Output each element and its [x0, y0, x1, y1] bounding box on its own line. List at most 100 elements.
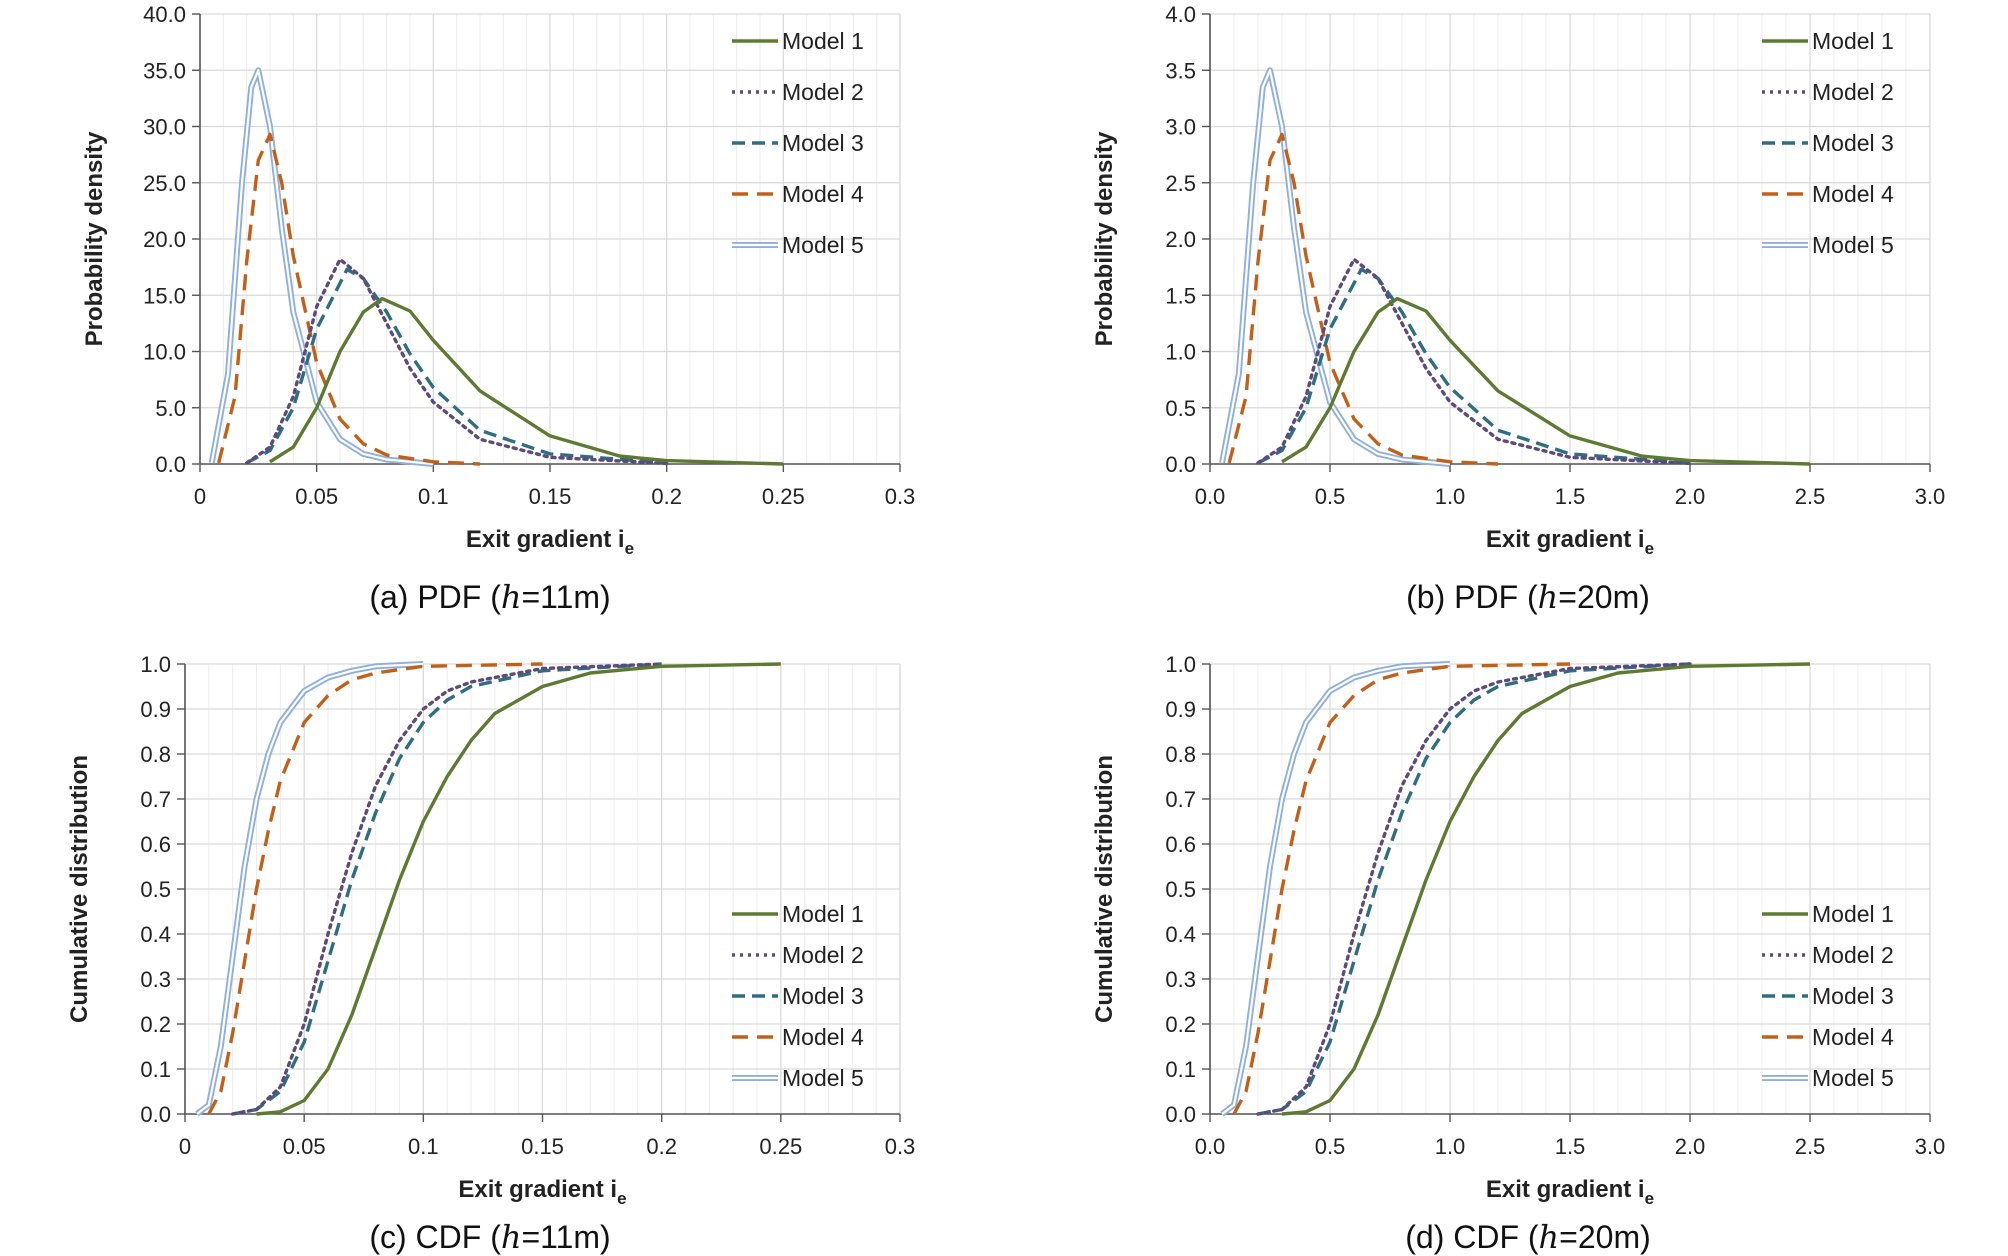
- x-axis-title: Exit gradient ie: [458, 1176, 626, 1208]
- subplot-caption: (a) PDF (h=11m): [369, 578, 610, 616]
- series-line-model-1: [269, 296, 784, 466]
- legend-label: Model 5: [1812, 1065, 1894, 1091]
- y-tick-label: 0.8: [140, 742, 171, 767]
- y-tick-label: 15.0: [143, 283, 186, 308]
- x-tick-label: 3.0: [1915, 1134, 1946, 1159]
- caption-suffix: =11m): [521, 1219, 610, 1255]
- x-tick-label: 2.0: [1675, 484, 1706, 509]
- x-tick-label: 0.25: [762, 484, 805, 509]
- legend-label: Model 5: [1812, 232, 1894, 258]
- y-tick-label: 20.0: [143, 227, 186, 252]
- legend-label: Model 2: [782, 79, 864, 105]
- x-tick-label: 0.2: [646, 1134, 677, 1159]
- series-line-inner: [210, 69, 434, 466]
- caption-prefix: (a) PDF (: [369, 579, 501, 615]
- y-tick-label: 0.2: [140, 1012, 171, 1037]
- legend-label: Model 1: [1812, 28, 1894, 54]
- x-tick-label: 2.5: [1795, 1134, 1826, 1159]
- y-tick-label: 30.0: [143, 115, 186, 140]
- series-line-model-1: [1281, 296, 1811, 466]
- caption-suffix: =11m): [521, 579, 610, 615]
- legend-label: Model 2: [1812, 942, 1894, 968]
- y-tick-label: 0.3: [140, 967, 171, 992]
- legend-label: Model 3: [1812, 130, 1894, 156]
- y-tick-label: 0.0: [1165, 452, 1196, 477]
- caption-variable: h: [1538, 578, 1559, 616]
- legend-label: Model 1: [782, 901, 864, 927]
- y-tick-label: 0.3: [1165, 967, 1196, 992]
- x-tick-label: 0.0: [1195, 1134, 1226, 1159]
- legend-label: Model 1: [782, 28, 864, 54]
- legend-label: Model 4: [1812, 181, 1894, 207]
- caption-suffix: =20m): [1558, 579, 1650, 615]
- chart-b: 0.0 0.5 1.0 1.5 2.0 2.5 3.0 3.5 4.0 0.0 0.5 1.0 1.5 2…: [1091, 2, 1945, 616]
- legend: Model 1 Model 2 Model 3 Model 4 Model 5: [732, 28, 864, 258]
- legend: Model 1 Model 2 Model 3 Model 4 Model 5: [1762, 28, 1894, 258]
- series-line-model-3: [1257, 267, 1691, 465]
- y-tick-label: 1.0: [1165, 652, 1196, 677]
- legend-label: Model 3: [782, 983, 864, 1009]
- x-tick-label: 0.05: [283, 1134, 326, 1159]
- x-tick-label: 0: [194, 484, 206, 509]
- caption-variable: h: [501, 578, 522, 616]
- y-tick-label: 0.0: [1165, 1102, 1196, 1127]
- y-tick-label: 5.0: [155, 396, 186, 421]
- x-tick-label: 0.15: [521, 1134, 564, 1159]
- y-tick-label: 25.0: [143, 171, 186, 196]
- y-tick-label: 0.5: [1165, 396, 1196, 421]
- y-tick-label: 35.0: [143, 58, 186, 83]
- legend-label: Model 4: [1812, 1024, 1894, 1050]
- x-tick-label: 0.15: [529, 484, 572, 509]
- x-axis-title-subscript: e: [617, 1189, 626, 1208]
- x-tick-label: 0.3: [885, 484, 916, 509]
- y-tick-label: 0.9: [1165, 697, 1196, 722]
- y-tick-label: 0.5: [1165, 877, 1196, 902]
- y-tick-label: 0.1: [1165, 1057, 1196, 1082]
- subplot-caption: (d) CDF (h=20m): [1405, 1218, 1651, 1256]
- legend: Model 1 Model 2 Model 3 Model 4 Model 5: [1762, 901, 1894, 1091]
- legend-label: Model 5: [782, 1065, 864, 1091]
- series-line-model-4: [1227, 132, 1499, 466]
- series-line-inner: [1221, 662, 1451, 1115]
- y-axis-title: Cumulative distribution: [1091, 755, 1118, 1023]
- y-tick-label: 1.0: [140, 652, 171, 677]
- caption-suffix: =20m): [1559, 1219, 1651, 1255]
- y-tick-label: 0.5: [140, 877, 171, 902]
- series-line-model-1: [1281, 662, 1811, 1116]
- y-tick-label: 4.0: [1165, 2, 1196, 27]
- y-tick-label: 10.0: [143, 340, 186, 365]
- x-tick-label: 0.2: [651, 484, 682, 509]
- legend-label: Model 3: [1812, 983, 1894, 1009]
- caption-variable: h: [501, 1218, 522, 1256]
- x-tick-label: 0.3: [885, 1134, 916, 1159]
- x-tick-label: 0.5: [1315, 484, 1346, 509]
- y-tick-label: 3.0: [1165, 115, 1196, 140]
- series-line-model-2: [231, 662, 664, 1116]
- x-tick-label: 0.5: [1315, 1134, 1346, 1159]
- x-tick-label: 1.5: [1555, 1134, 1586, 1159]
- y-axis-title: Probability density: [81, 131, 108, 346]
- y-tick-label: 0.9: [140, 697, 171, 722]
- series-line-model-2: [1256, 257, 1692, 466]
- legend-label: Model 2: [1812, 79, 1894, 105]
- series-line-model-4: [1232, 662, 1571, 1115]
- x-axis-title-subscript: e: [1645, 539, 1654, 558]
- y-tick-label: 1.0: [1165, 340, 1196, 365]
- series-line-model-5: [208, 67, 434, 467]
- y-tick-label: 1.5: [1165, 283, 1196, 308]
- y-tick-label: 0.1: [140, 1057, 171, 1082]
- subplot-caption: (c) CDF (h=11m): [369, 1218, 610, 1256]
- caption-prefix: (d) CDF (: [1405, 1219, 1539, 1255]
- chart-d: 0.0 0.1 0.2 0.3 0.4 0.5 0.6 0.7 0.8 0.9 1.0 0.0 0.5 1…: [1091, 652, 1945, 1256]
- x-axis-title: Exit gradient ie: [1486, 526, 1654, 558]
- series-line-inner: [196, 662, 424, 1115]
- caption-variable: h: [1539, 1218, 1560, 1256]
- x-tick-label: 0.1: [418, 484, 449, 509]
- series-line-model-4: [217, 132, 481, 466]
- y-tick-label: 0.6: [140, 832, 171, 857]
- series-line-model-3: [245, 267, 667, 465]
- legend-label: Model 3: [782, 130, 864, 156]
- series-line-model-5: [1219, 67, 1451, 467]
- y-tick-label: 0.4: [1165, 922, 1196, 947]
